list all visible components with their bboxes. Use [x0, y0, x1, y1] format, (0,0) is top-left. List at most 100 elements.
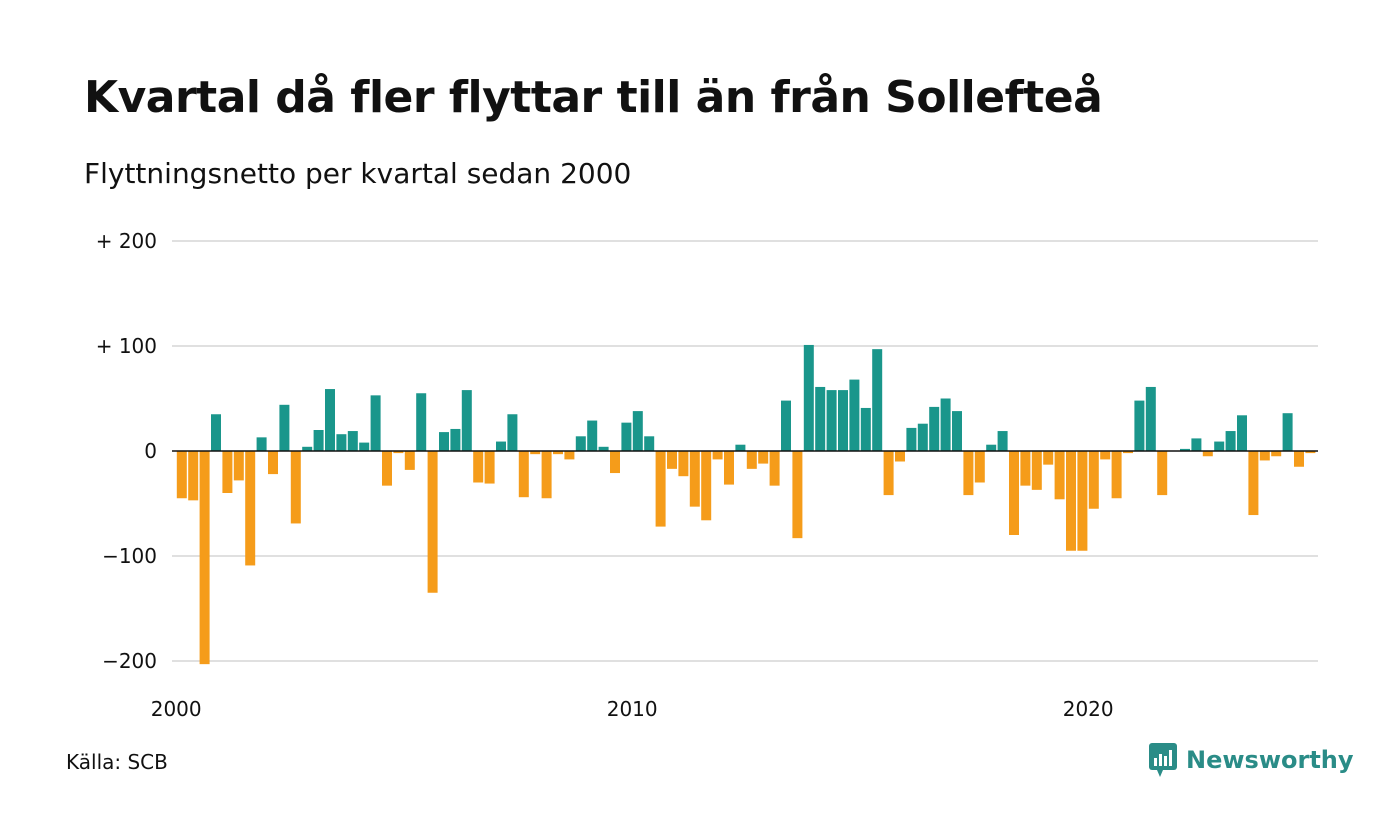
bar: [906, 427, 917, 451]
bar: [1054, 451, 1065, 500]
bar: [1282, 413, 1293, 451]
bar: [347, 431, 358, 451]
bar: [997, 431, 1008, 451]
bar: [211, 414, 221, 451]
grid-lines: [172, 240, 1318, 662]
brand-logo[interactable]: Newsworthy: [1148, 742, 1354, 778]
bar: [781, 400, 791, 451]
bar: [1134, 400, 1145, 451]
bar: [940, 398, 951, 451]
bar: [1020, 451, 1031, 486]
bar: [461, 390, 472, 451]
bar: [598, 446, 609, 451]
source-note: Källa: SCB: [66, 750, 168, 774]
bar: [963, 451, 974, 496]
bar: [758, 451, 769, 464]
bar: [883, 451, 894, 496]
bar: [450, 428, 461, 451]
bar: [290, 451, 301, 524]
bar: [610, 451, 620, 474]
bar: [575, 436, 586, 451]
bar: [1077, 451, 1088, 551]
bar: [746, 451, 757, 469]
bar: [986, 444, 997, 451]
bar: [279, 404, 290, 451]
bar: [769, 451, 780, 486]
bar: [404, 451, 415, 470]
y-tick-label: + 100: [96, 334, 157, 358]
x-tick-label: 2020: [1063, 697, 1114, 721]
y-axis-ticks: + 200 + 100 0 −100 −200: [96, 229, 157, 673]
bar: [1237, 415, 1247, 451]
bar: [792, 451, 803, 539]
chart-title: Kvartal då fler flyttar till än från Sol…: [84, 72, 1103, 123]
bar: [1248, 451, 1259, 516]
bar: [644, 436, 655, 451]
bar: [838, 390, 848, 451]
bar: [1043, 451, 1054, 465]
bar: [587, 420, 598, 451]
chart-subtitle: Flyttningsnetto per kvartal sedan 2000: [84, 157, 632, 190]
bar: [245, 451, 256, 566]
bar: [427, 451, 438, 593]
bar-chart: + 200 + 100 0 −100 −200 2000 2010 2020: [96, 229, 1318, 721]
bar: [689, 451, 700, 507]
bar: [199, 451, 210, 665]
bar: [302, 446, 313, 451]
bar: [233, 451, 244, 481]
bar: [803, 344, 814, 451]
bar: [826, 390, 837, 451]
bar: [667, 451, 677, 469]
bar: [1111, 451, 1122, 499]
bar: [1088, 451, 1099, 509]
bar: [815, 386, 826, 451]
bar: [1202, 451, 1213, 457]
x-tick-label: 2010: [607, 697, 658, 721]
bar: [1294, 451, 1304, 467]
bar: [1305, 451, 1316, 454]
bar: [496, 441, 506, 451]
bar: [917, 423, 928, 451]
bar: [256, 437, 267, 451]
bar: [1066, 451, 1076, 551]
bar: [974, 451, 985, 483]
bar: [393, 451, 404, 454]
bar: [564, 451, 575, 460]
bar: [1180, 448, 1190, 451]
bar: [952, 411, 962, 451]
bar: [872, 349, 883, 451]
bar: [1191, 438, 1202, 451]
bar: [1031, 451, 1042, 490]
bar: [1145, 386, 1156, 451]
bar: [370, 395, 381, 451]
bar: [1009, 451, 1019, 535]
bar: [553, 451, 563, 455]
bar: [701, 451, 712, 521]
y-tick-label: −100: [102, 544, 157, 568]
bar: [382, 451, 392, 486]
bar: [849, 379, 860, 451]
y-tick-label: + 200: [96, 229, 157, 253]
bar: [632, 411, 643, 451]
bar: [1259, 451, 1270, 461]
bar: [1225, 431, 1236, 451]
bar: [176, 451, 187, 499]
bar: [621, 422, 632, 451]
bar: [541, 451, 552, 499]
bar: [222, 451, 233, 493]
bar: [439, 432, 449, 451]
bar: [518, 451, 529, 498]
newsworthy-logo-icon: [1149, 743, 1177, 777]
bar: [735, 444, 746, 451]
bar: [268, 451, 278, 475]
y-tick-label: −200: [102, 649, 157, 673]
bar: [336, 434, 347, 451]
bar: [655, 451, 666, 527]
bar: [1157, 451, 1168, 496]
bar: [860, 407, 871, 451]
bar: [188, 451, 199, 501]
bar: [530, 451, 541, 455]
bar: [929, 406, 940, 451]
bar: [507, 414, 518, 451]
bar: [1100, 451, 1111, 460]
